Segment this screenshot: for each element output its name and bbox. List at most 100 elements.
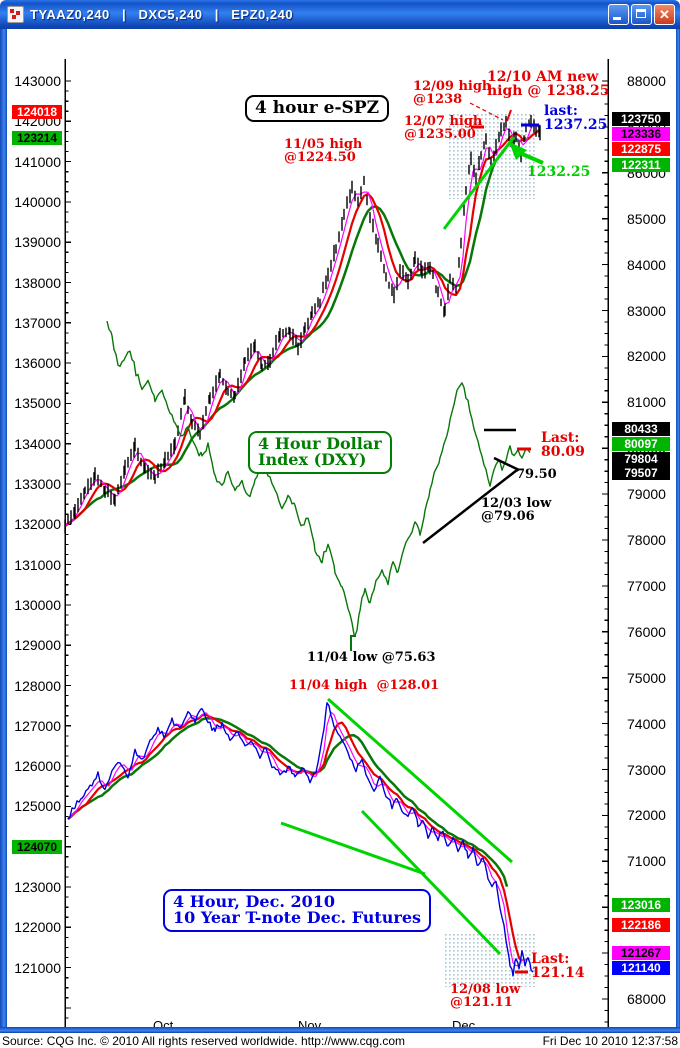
maximize-icon xyxy=(636,9,646,18)
price-label-122875: 122875 xyxy=(612,142,670,156)
ann-1209-high-line: 12/09 high xyxy=(413,79,492,94)
dxy-title-box-line: 4 Hour Dollar xyxy=(258,434,382,453)
ann-1203-low-line: @79.06 xyxy=(481,509,535,525)
ann-tnote-last-line: Last: xyxy=(531,951,570,967)
ann-dxy-last-line: Last: xyxy=(541,430,580,446)
tick-label-121000: 121000 xyxy=(14,959,61,976)
tnote-steep-line xyxy=(360,809,502,956)
tick-label-135000: 135000 xyxy=(14,395,61,412)
tick-label-71000: 71000 xyxy=(627,853,666,870)
tick-label-81000: 81000 xyxy=(627,394,666,411)
axes-frame xyxy=(64,59,609,1032)
price-label-121267: 121267 xyxy=(612,946,670,960)
price-label-123336: 123336 xyxy=(612,127,670,141)
close-button[interactable]: ✕ xyxy=(654,4,675,25)
tick-label-132000: 132000 xyxy=(14,516,61,533)
price-label-124018: 124018 xyxy=(12,105,62,119)
price-label-123750: 123750 xyxy=(612,112,670,126)
tick-label-88000: 88000 xyxy=(627,73,666,89)
dollar-index-dxy-line xyxy=(106,320,531,637)
tick-label-74000: 74000 xyxy=(627,715,666,732)
tick-label-73000: 73000 xyxy=(627,761,666,778)
price-label-79804: 79804 xyxy=(612,452,670,466)
minimize-icon xyxy=(613,17,621,20)
tick-label-84000: 84000 xyxy=(627,256,666,273)
tnote-lower-line xyxy=(280,821,426,876)
app-icon xyxy=(7,6,24,23)
ann-1207-high-line: @1235.00 xyxy=(404,127,476,143)
tick-label-140000: 140000 xyxy=(14,193,61,210)
window-border-bottom xyxy=(0,1027,680,1033)
ann-1210-new-high-line: high @ 1238.25 xyxy=(487,83,610,100)
dxy-title-box-line: Index (DXY) xyxy=(258,450,367,470)
ann-1105-high: 11/05 high @1224.50 xyxy=(284,138,362,165)
ann-trendline-value: 1232.25 xyxy=(527,164,591,180)
ann-1210-new-high-line: 12/10 AM new xyxy=(487,69,599,85)
ann-1203-low-line: 12/03 low xyxy=(481,496,552,511)
tick-label-133000: 133000 xyxy=(14,476,61,492)
ann-1104-low-line: 11/04 low @75.63 xyxy=(307,650,436,665)
title-bar[interactable]: TYAAZ0,240 | DXC5,240 | EPZ0,240 ✕ xyxy=(0,0,680,29)
ann-1104-high-line: 11/04 high @128.01 xyxy=(289,678,440,693)
ann-1203-low: 12/03 low @79.06 xyxy=(481,497,551,524)
tick-label-128000: 128000 xyxy=(14,677,61,694)
window-title: TYAAZ0,240 | DXC5,240 | EPZ0,240 xyxy=(30,7,294,22)
10yr-t-note-price-line xyxy=(67,702,534,977)
axis-ticks xyxy=(65,80,71,1029)
status-source: Source: CQG Inc. © 2010 All rights reser… xyxy=(2,1033,406,1048)
tick-label-141000: 141000 xyxy=(14,153,61,170)
price-label-123016: 123016 xyxy=(612,898,670,912)
ann-1207-high: 12/07 high @1235.00 xyxy=(404,115,482,142)
tick-label-79000: 79000 xyxy=(627,486,666,503)
tick-label-139000: 139000 xyxy=(14,234,61,251)
ann-trendline-value-line: 1232.25 xyxy=(527,164,591,180)
price-label-79507: 79507 xyxy=(612,466,670,480)
marker-1210-tick xyxy=(506,109,512,122)
tick-label-123000: 123000 xyxy=(14,879,61,895)
10yr-t-note-price-ma-0 xyxy=(67,717,509,887)
tnote-title-box-line: 4 Hour, Dec. 2010 xyxy=(173,892,335,911)
window-border-left xyxy=(0,29,7,1027)
ann-1209-high-line: @1238 xyxy=(413,92,463,108)
ann-dxy-last: Last: 80.09 xyxy=(541,431,585,460)
minimize-button[interactable] xyxy=(608,4,629,25)
ann-1209-high: 12/09 high @1238 xyxy=(413,80,491,107)
tick-label-127000: 127000 xyxy=(14,717,61,734)
status-datetime: Fri Dec 10 2010 12:37:58 xyxy=(542,1033,678,1048)
green-arrow-tail xyxy=(519,151,544,165)
ann-1104-high: 11/04 high @128.01 xyxy=(289,678,440,693)
ann-spz-last: last: 1237.25 xyxy=(544,104,607,133)
ann-dxy-last-line: 80.09 xyxy=(541,444,585,461)
price-label-124070: 124070 xyxy=(12,840,62,854)
window-border-right xyxy=(676,29,680,1027)
green-arrow-head xyxy=(509,142,527,160)
tick-label-143000: 143000 xyxy=(14,73,61,89)
tick-label-134000: 134000 xyxy=(14,435,61,452)
tick-label-78000: 78000 xyxy=(627,532,666,548)
tnote-upper-channel xyxy=(327,697,513,864)
tick-label-138000: 138000 xyxy=(14,274,61,291)
tick-label-83000: 83000 xyxy=(627,302,666,319)
tick-label-122000: 122000 xyxy=(14,919,61,936)
tick-label-75000: 75000 xyxy=(627,669,666,686)
tick-label-126000: 126000 xyxy=(14,758,61,775)
price-label-123214: 123214 xyxy=(12,131,62,145)
price-label-80097: 80097 xyxy=(612,437,670,451)
tnote-title-box-line: 10 Year T-note Dec. Futures xyxy=(173,908,422,928)
marker-1209-pointer xyxy=(469,102,504,121)
ann-spz-last-line: 1237.25 xyxy=(544,117,608,134)
tick-label-130000: 130000 xyxy=(14,596,61,613)
ann-1208-low-line: @121.11 xyxy=(450,995,513,1011)
price-label-122311: 122311 xyxy=(612,158,670,172)
tick-label-72000: 72000 xyxy=(627,807,666,824)
ann-tnote-last: Last: 121.14 xyxy=(531,952,585,981)
dxy-title-box: 4 Hour Dollar Index (DXY) xyxy=(248,431,392,474)
status-bar: Source: CQG Inc. © 2010 All rights reser… xyxy=(0,1033,680,1048)
ann-1105-high-line: @1224.50 xyxy=(284,150,356,166)
dxy-trendline-short xyxy=(493,456,520,472)
chart-client-area: 143000 142000 141000 140000 139000 138000 1370… xyxy=(0,29,680,1048)
tick-label-125000: 125000 xyxy=(14,798,61,815)
ann-tnote-last-line: 121.14 xyxy=(531,965,585,982)
maximize-button[interactable] xyxy=(631,4,652,25)
